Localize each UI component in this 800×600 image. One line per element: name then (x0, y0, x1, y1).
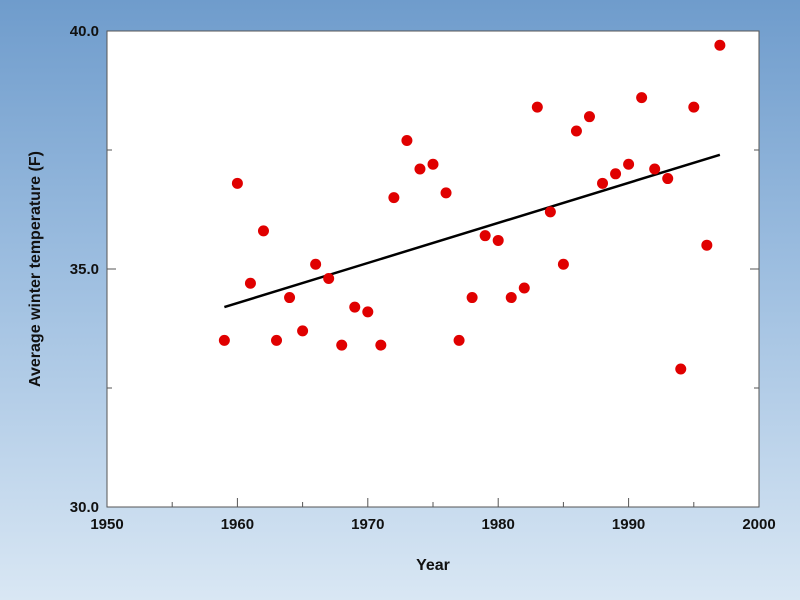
data-point (284, 292, 296, 304)
data-point (714, 39, 726, 51)
x-tick-label: 1970 (351, 516, 384, 533)
data-point (518, 282, 530, 294)
data-point (610, 168, 622, 180)
data-point (257, 225, 269, 237)
data-point (479, 230, 491, 242)
data-point (414, 163, 426, 175)
data-point (636, 92, 648, 104)
data-point (271, 334, 283, 346)
data-point (505, 292, 517, 304)
y-tick-label: 30.0 (70, 499, 99, 516)
data-point (466, 292, 478, 304)
data-point (244, 277, 256, 289)
data-point (597, 177, 609, 189)
plot-frame (106, 30, 760, 508)
x-axis-title: Year (416, 557, 450, 574)
trendline (223, 153, 721, 309)
x-tick-label: 1950 (90, 516, 123, 533)
data-point (336, 339, 348, 351)
data-point (297, 325, 309, 337)
data-point (492, 234, 504, 246)
x-tick-label: 2000 (742, 516, 775, 533)
data-point (531, 101, 543, 113)
points-layer (218, 39, 726, 375)
y-tick-label: 40.0 (70, 23, 99, 40)
y-axis-title: Average winter temperature (F) (27, 151, 44, 387)
data-point (570, 125, 582, 137)
data-point (323, 273, 335, 285)
data-point (231, 177, 243, 189)
data-point (675, 363, 687, 375)
data-point (688, 101, 700, 113)
x-tick-label: 1990 (612, 516, 645, 533)
data-point (218, 334, 230, 346)
x-tick-label: 1960 (221, 516, 254, 533)
data-point (388, 192, 400, 204)
data-point (401, 134, 413, 146)
data-point (362, 306, 374, 318)
data-point (623, 158, 635, 170)
data-point (701, 239, 713, 251)
x-tick-label: 1980 (482, 516, 515, 533)
data-point (440, 187, 452, 199)
data-point (375, 339, 387, 351)
data-point (427, 158, 439, 170)
data-point (349, 301, 361, 313)
trendline-layer (223, 153, 721, 309)
data-point (310, 258, 322, 270)
data-point (453, 334, 465, 346)
y-tick-label: 35.0 (70, 261, 99, 278)
data-point (557, 258, 569, 270)
data-point (544, 206, 556, 218)
data-point (649, 163, 661, 175)
data-point (662, 173, 674, 185)
plot-area (107, 31, 759, 507)
data-point (583, 111, 595, 123)
